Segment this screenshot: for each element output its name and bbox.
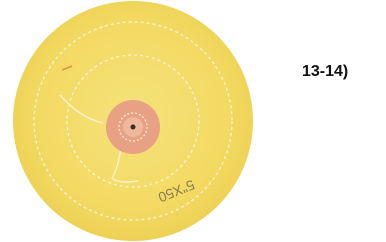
buffing-wheel: 5"X50: [13, 1, 253, 241]
arbor-hole: [131, 125, 136, 130]
scene: 5"X50 13-14): [0, 0, 386, 242]
label: 13-14): [302, 63, 348, 80]
page: 5"X50 13-14) (() => { const data = JSON.…: [0, 0, 386, 242]
